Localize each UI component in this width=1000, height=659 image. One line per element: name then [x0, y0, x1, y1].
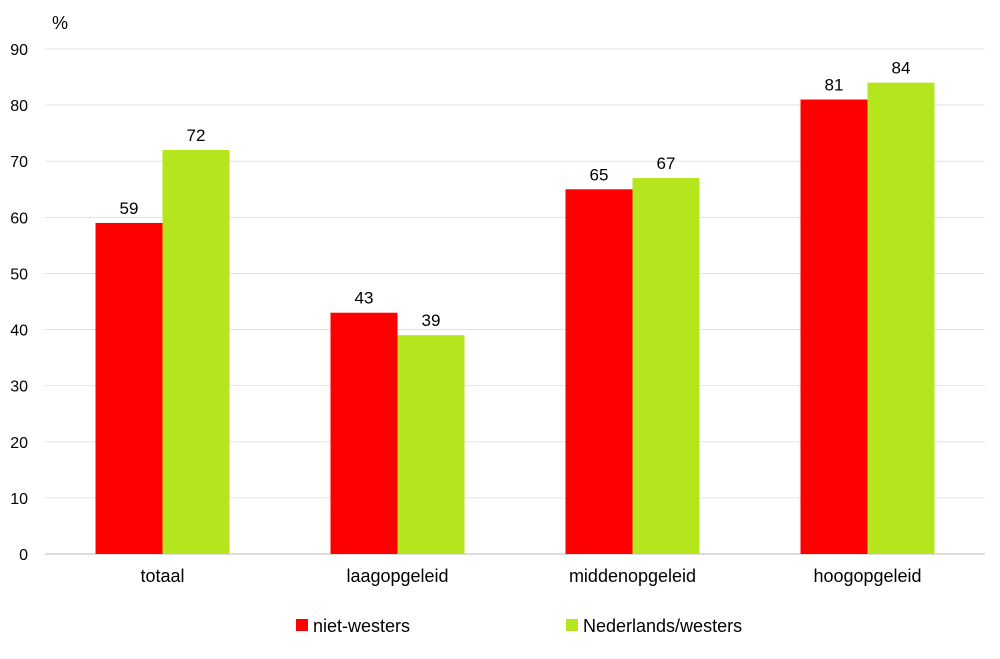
bar: [867, 82, 935, 555]
y-tick-label: 30: [10, 379, 28, 396]
y-tick-label: 50: [10, 266, 28, 283]
y-tick-label: 80: [10, 98, 28, 115]
x-category-label: totaal: [140, 566, 184, 586]
x-category-label: middenopgeleid: [569, 566, 696, 586]
y-tick-label: 0: [19, 547, 28, 564]
x-category-label: hoogopgeleid: [813, 566, 921, 586]
data-label: 65: [590, 165, 609, 184]
x-category-label: laagopgeleid: [346, 566, 448, 586]
legend-item: niet-westers: [296, 616, 410, 636]
bar: [162, 150, 230, 554]
legend-item: Nederlands/westers: [566, 616, 742, 636]
bar: [330, 312, 398, 554]
legend-label: Nederlands/westers: [583, 616, 742, 636]
y-tick-label: 20: [10, 435, 28, 452]
bar: [800, 99, 868, 554]
bar: [95, 222, 163, 554]
bars: [95, 82, 935, 555]
y-tick-label: 90: [10, 42, 28, 59]
data-label: 81: [825, 76, 844, 95]
y-axis-unit-label: %: [52, 13, 68, 33]
data-label: 43: [355, 289, 374, 308]
bar: [397, 335, 465, 554]
data-labels: 59 72 43 39 65 67 81 84: [120, 59, 911, 330]
bar: [632, 178, 700, 555]
y-tick-label: 40: [10, 323, 28, 340]
data-label: 59: [120, 199, 139, 218]
y-tick-label: 60: [10, 210, 28, 227]
bar: [565, 189, 633, 554]
y-axis-ticks: 0 10 20 30 40 50 60 70 80 90: [10, 42, 28, 564]
legend: niet-westers Nederlands/westers: [296, 616, 742, 636]
data-label: 39: [422, 311, 441, 330]
legend-swatch: [296, 619, 308, 631]
y-tick-label: 10: [10, 491, 28, 508]
y-tick-label: 70: [10, 154, 28, 171]
legend-label: niet-westers: [313, 616, 410, 636]
data-label: 72: [187, 126, 206, 145]
x-axis-categories: totaal laagopgeleid middenopgeleid hoogopge…: [140, 566, 921, 586]
data-label: 67: [657, 154, 676, 173]
legend-swatch: [566, 619, 578, 631]
data-label: 84: [892, 59, 911, 78]
